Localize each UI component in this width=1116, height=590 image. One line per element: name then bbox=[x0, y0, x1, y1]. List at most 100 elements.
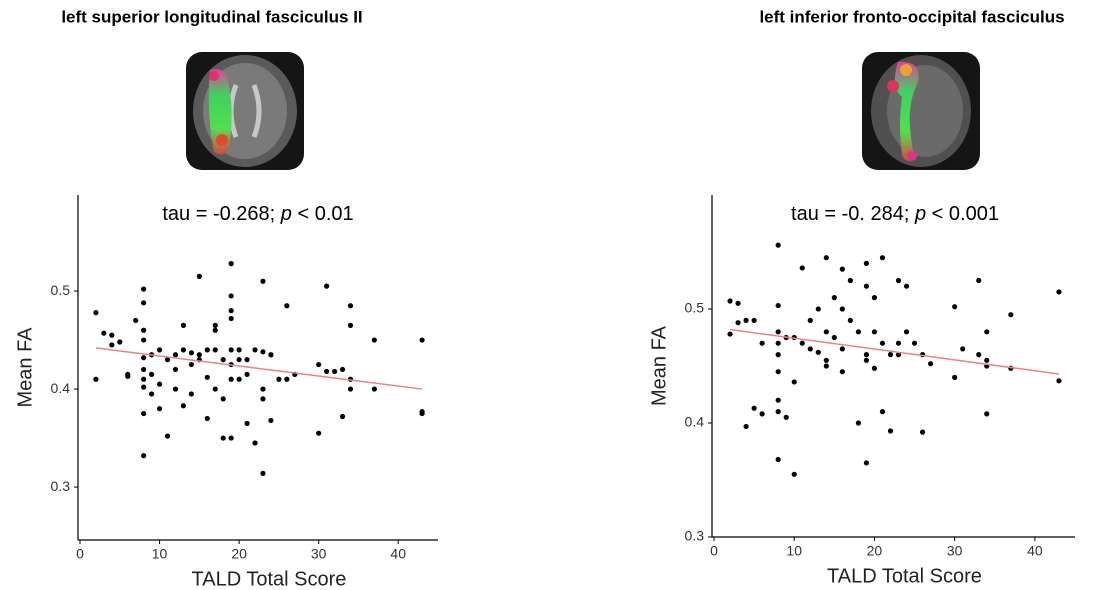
data-point bbox=[228, 376, 234, 382]
data-point bbox=[141, 327, 147, 333]
data-point bbox=[109, 332, 115, 338]
data-point bbox=[831, 334, 837, 341]
annotation-part: p bbox=[280, 203, 292, 225]
data-point bbox=[141, 366, 147, 373]
data-point bbox=[895, 340, 902, 346]
data-point bbox=[815, 349, 821, 355]
data-point bbox=[863, 352, 870, 358]
x-tick-label: 20 bbox=[867, 543, 883, 559]
data-point bbox=[204, 415, 210, 422]
y-axis-label: Mean FA bbox=[14, 327, 36, 408]
y-tick-label: 0.5 bbox=[685, 300, 705, 316]
data-point bbox=[895, 277, 902, 284]
data-point bbox=[775, 302, 781, 309]
trend-line bbox=[729, 328, 1060, 375]
data-point bbox=[236, 376, 242, 382]
data-point bbox=[180, 403, 187, 409]
data-point bbox=[984, 411, 990, 417]
data-point bbox=[823, 255, 829, 261]
data-point bbox=[252, 440, 258, 446]
data-point bbox=[735, 320, 741, 326]
data-point bbox=[823, 329, 829, 335]
data-point bbox=[220, 435, 226, 441]
data-point bbox=[807, 346, 813, 352]
y-tick-label: 0.4 bbox=[685, 414, 705, 430]
data-point bbox=[863, 283, 870, 289]
data-point bbox=[141, 453, 147, 459]
data-point bbox=[268, 417, 274, 424]
brain-image-right bbox=[862, 52, 980, 170]
data-point bbox=[212, 322, 218, 328]
data-point bbox=[775, 340, 781, 346]
data-point bbox=[960, 346, 966, 352]
data-point bbox=[879, 255, 886, 261]
data-point bbox=[244, 371, 250, 377]
x-tick-label: 30 bbox=[947, 543, 963, 559]
data-point bbox=[419, 337, 425, 343]
data-point bbox=[117, 339, 123, 345]
data-point bbox=[823, 363, 829, 369]
x-tick-label: 30 bbox=[311, 546, 327, 562]
data-point bbox=[1008, 312, 1014, 318]
data-point bbox=[220, 396, 226, 402]
data-point bbox=[976, 352, 982, 358]
data-point bbox=[212, 327, 218, 333]
data-point bbox=[164, 357, 171, 363]
data-point bbox=[141, 376, 147, 382]
data-point bbox=[759, 411, 765, 417]
data-point bbox=[101, 330, 107, 336]
data-point bbox=[164, 433, 171, 439]
data-point bbox=[751, 317, 757, 323]
data-point bbox=[228, 435, 234, 441]
data-point bbox=[984, 329, 990, 335]
x-tick-label: 20 bbox=[231, 546, 247, 562]
x-tick-label: 10 bbox=[152, 546, 168, 562]
data-point bbox=[743, 423, 749, 430]
data-point bbox=[419, 410, 425, 417]
annotation-part: < 0.001 bbox=[926, 203, 999, 225]
data-point bbox=[1056, 289, 1062, 295]
data-point bbox=[371, 337, 377, 343]
data-point bbox=[879, 340, 886, 346]
data-point bbox=[260, 278, 266, 284]
data-point bbox=[839, 346, 845, 352]
data-point bbox=[324, 368, 330, 375]
data-point bbox=[236, 347, 242, 353]
data-point bbox=[228, 347, 234, 353]
data-point bbox=[347, 303, 354, 309]
data-point bbox=[831, 295, 837, 301]
data-point bbox=[952, 304, 958, 310]
data-point bbox=[196, 273, 202, 279]
x-axis-label: TALD Total Score bbox=[827, 565, 982, 587]
data-point bbox=[895, 352, 902, 358]
data-point bbox=[316, 361, 322, 368]
data-point bbox=[775, 397, 781, 403]
data-point bbox=[799, 265, 805, 271]
data-point bbox=[172, 352, 179, 358]
x-tick-label: 0 bbox=[710, 543, 718, 559]
data-point bbox=[339, 413, 346, 420]
data-point bbox=[141, 355, 147, 361]
data-point bbox=[984, 357, 990, 363]
data-point bbox=[863, 260, 870, 266]
data-point bbox=[903, 329, 910, 335]
data-point bbox=[919, 429, 926, 435]
data-point bbox=[212, 347, 218, 353]
y-tick-label: 0.5 bbox=[51, 282, 71, 298]
data-point bbox=[93, 376, 99, 382]
data-point bbox=[260, 386, 266, 392]
data-point bbox=[791, 379, 797, 385]
data-point bbox=[268, 352, 274, 358]
x-axis-label: TALD Total Score bbox=[192, 568, 347, 590]
data-point bbox=[823, 357, 829, 363]
data-point bbox=[228, 261, 234, 267]
data-point bbox=[727, 298, 733, 304]
data-point bbox=[727, 331, 733, 337]
data-point bbox=[284, 376, 290, 382]
data-point bbox=[371, 386, 377, 392]
data-point bbox=[228, 308, 234, 314]
data-point bbox=[847, 277, 853, 284]
data-point bbox=[125, 373, 131, 379]
